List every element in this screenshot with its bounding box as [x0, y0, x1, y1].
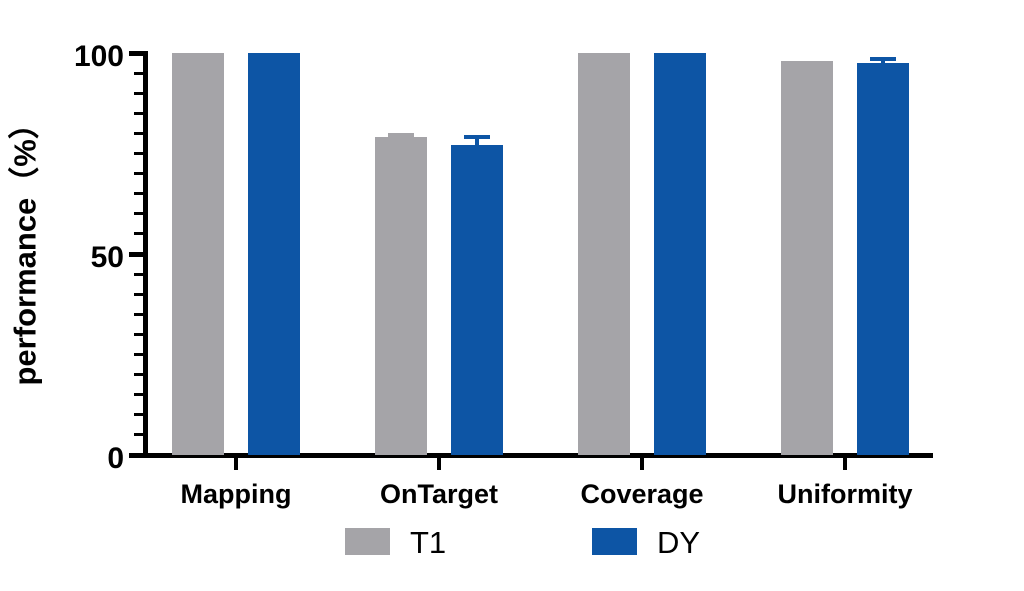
category-label-uniformity: Uniformity	[777, 479, 913, 509]
y-minor-tick	[134, 332, 143, 336]
y-minor-tick	[134, 172, 143, 176]
y-axis-line	[143, 50, 148, 458]
error-bar-cap	[870, 57, 896, 62]
category-label-coverage: Coverage	[580, 479, 704, 509]
x-category-tick	[437, 457, 441, 470]
bar-dy-uniformity	[857, 63, 909, 455]
y-minor-tick	[134, 212, 143, 216]
y-minor-tick	[134, 232, 143, 236]
y-minor-tick	[134, 131, 143, 135]
y-minor-tick	[134, 393, 143, 397]
y-minor-tick	[134, 433, 143, 437]
x-category-tick	[640, 457, 644, 470]
y-tick-label: 0	[107, 442, 124, 475]
y-minor-tick	[134, 312, 143, 316]
error-bar-stem	[881, 59, 885, 68]
bar-dy-mapping	[248, 53, 300, 455]
error-bar-stem	[475, 137, 479, 150]
y-minor-tick	[134, 111, 143, 115]
bar-t1-uniformity	[781, 61, 833, 455]
legend-swatch-dy	[592, 528, 637, 555]
bar-t1-ontarget	[375, 137, 427, 455]
x-category-tick	[234, 457, 238, 470]
x-category-tick	[843, 457, 847, 470]
y-minor-tick	[134, 353, 143, 356]
legend-label-t1: T1	[410, 525, 447, 560]
category-label-mapping: Mapping	[180, 479, 292, 509]
legend-label-dy: DY	[657, 525, 701, 560]
y-tick-label: 100	[73, 40, 124, 73]
y-major-tick	[129, 50, 143, 56]
y-major-tick	[129, 251, 143, 257]
y-minor-tick	[134, 91, 143, 95]
bar-dy-ontarget	[451, 145, 503, 455]
error-bar-cap	[464, 135, 490, 140]
y-minor-tick	[134, 152, 143, 155]
y-major-tick	[129, 452, 143, 458]
x-axis-line	[143, 452, 933, 458]
y-minor-tick	[134, 292, 143, 296]
bar-t1-coverage	[578, 53, 630, 455]
y-minor-tick	[134, 192, 143, 196]
bar-dy-coverage	[654, 53, 706, 455]
bar-t1-mapping	[172, 53, 224, 455]
y-minor-tick	[134, 373, 143, 377]
legend-swatch-t1	[345, 528, 390, 555]
error-bar-cap	[388, 133, 414, 138]
y-minor-tick	[134, 272, 143, 276]
y-minor-tick	[134, 413, 143, 417]
y-tick-label: 50	[90, 241, 124, 274]
y-minor-tick	[134, 71, 143, 75]
category-label-ontarget: OnTarget	[379, 479, 498, 509]
